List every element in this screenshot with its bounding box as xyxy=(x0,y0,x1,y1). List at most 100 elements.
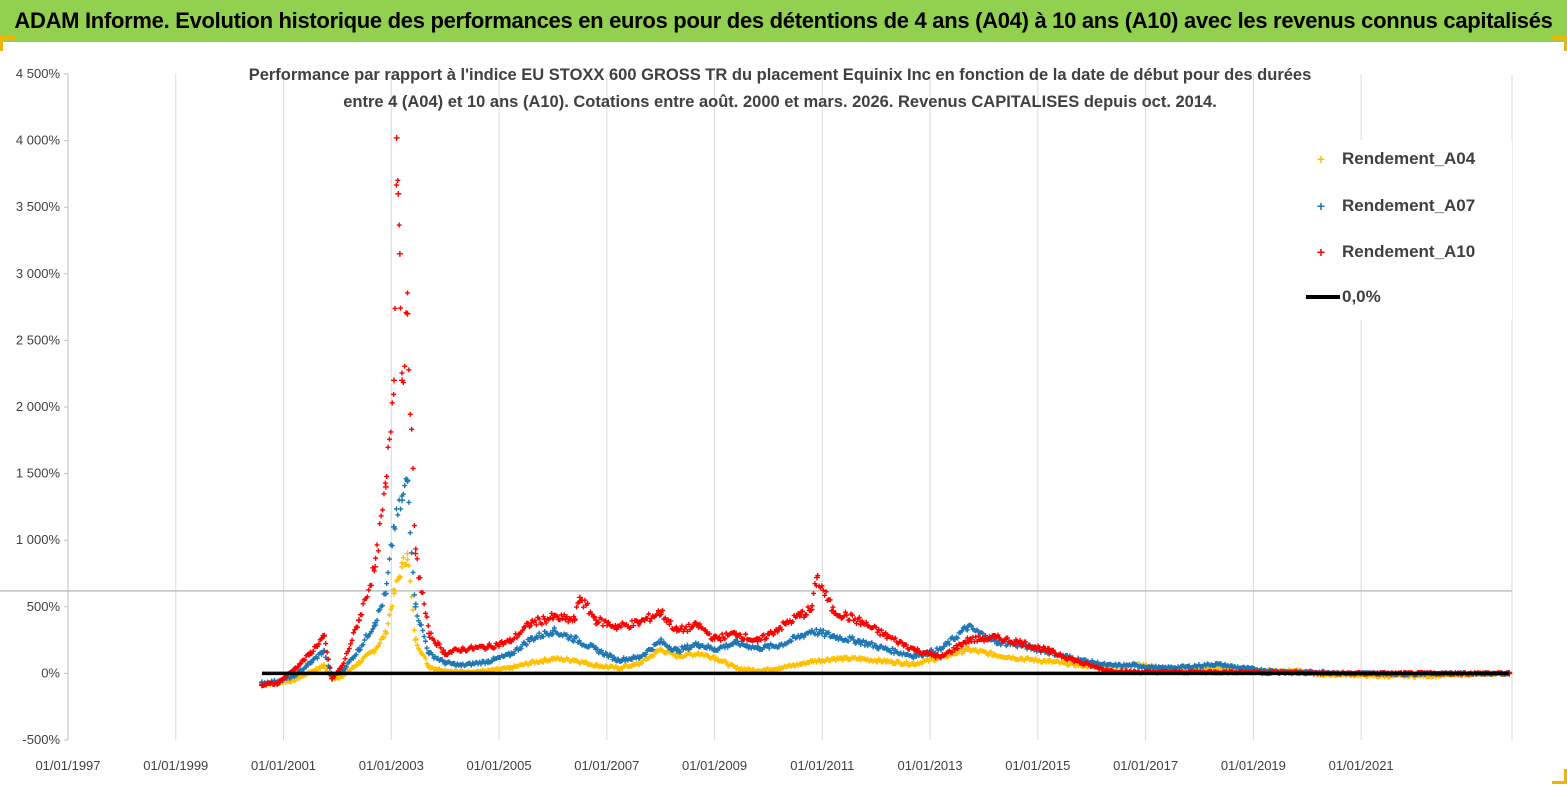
y-tick-label: -500% xyxy=(22,732,60,747)
legend-label-a07: Rendement_A07 xyxy=(1342,196,1476,215)
frame-corner-top-left xyxy=(0,36,15,51)
data-point xyxy=(549,655,556,662)
data-point xyxy=(883,633,890,640)
data-point xyxy=(964,637,971,644)
performance-chart: 01/01/1997 01/01/1999 01/01/2001 01/01/2003… xyxy=(0,66,1513,773)
data-point xyxy=(404,310,411,317)
data-point xyxy=(528,635,535,642)
data-point xyxy=(711,646,718,653)
data-point xyxy=(390,377,397,384)
data-point xyxy=(372,646,379,653)
data-point xyxy=(576,594,583,601)
legend-item-a04: + Rendement_A04 xyxy=(1306,146,1475,172)
legend-line-zero xyxy=(1306,295,1340,299)
data-point xyxy=(776,642,783,649)
frame-corner-bottom-right xyxy=(1552,769,1567,784)
data-point xyxy=(614,657,621,664)
x-tick-label: 01/01/2007 xyxy=(574,758,639,773)
x-tick-label: 01/01/2003 xyxy=(359,758,424,773)
y-tick-label: 2 000% xyxy=(16,399,61,414)
y-tick-label: 500% xyxy=(27,599,61,614)
data-point xyxy=(673,627,680,634)
y-tick-label: 3 000% xyxy=(16,266,61,281)
x-tick-label: 01/01/1997 xyxy=(35,758,100,773)
report-banner: ADAM Informe. Evolution historique des p… xyxy=(0,0,1567,42)
data-point xyxy=(673,653,680,660)
data-point xyxy=(593,617,600,624)
data-point xyxy=(776,625,783,632)
data-point xyxy=(426,650,432,657)
data-point xyxy=(291,666,298,673)
data-point xyxy=(355,646,362,653)
chart-legend: + Rendement_A04 + Rendement_A07 + Rendem… xyxy=(1290,140,1512,320)
data-point xyxy=(1045,658,1052,665)
data-point xyxy=(857,618,864,625)
data-point xyxy=(733,630,740,637)
data-point xyxy=(399,497,406,504)
data-point xyxy=(614,623,621,630)
legend-marker-a10: + xyxy=(1316,244,1326,260)
data-point xyxy=(593,662,600,669)
x-tick-label: 01/01/2013 xyxy=(898,758,963,773)
data-point xyxy=(991,651,998,658)
data-point xyxy=(636,619,643,626)
data-point xyxy=(991,634,998,641)
data-point xyxy=(390,590,397,597)
data-point xyxy=(1104,662,1111,669)
y-tick-label: 4 500% xyxy=(16,66,61,81)
data-point xyxy=(797,611,804,618)
data-point xyxy=(320,662,327,669)
data-point xyxy=(549,627,556,634)
data-point xyxy=(830,633,837,640)
x-tick-label: 01/01/2011 xyxy=(790,758,854,773)
data-point xyxy=(426,630,432,637)
data-point xyxy=(1045,647,1052,654)
data-point xyxy=(404,477,411,484)
data-point xyxy=(355,659,362,666)
data-point xyxy=(657,638,664,645)
data-point xyxy=(412,550,419,557)
data-point xyxy=(399,563,406,570)
data-point xyxy=(396,250,403,257)
data-point xyxy=(1018,655,1025,662)
data-point xyxy=(797,661,804,668)
data-point xyxy=(657,609,664,616)
data-point xyxy=(1018,639,1025,646)
data-point xyxy=(458,662,465,669)
data-point xyxy=(964,646,971,653)
legend-label-zero: 0,0% xyxy=(1342,287,1381,306)
data-point xyxy=(549,614,556,621)
data-point xyxy=(355,617,362,624)
data-point xyxy=(320,647,327,654)
y-tick-label: 4 000% xyxy=(16,133,61,148)
legend-item-zero-line: 0,0% xyxy=(1306,284,1381,310)
data-point xyxy=(390,523,397,530)
data-point xyxy=(412,637,419,644)
data-point xyxy=(695,650,702,657)
data-point xyxy=(695,641,702,648)
data-point xyxy=(275,679,282,686)
data-point xyxy=(506,638,513,645)
data-point xyxy=(910,653,917,660)
data-point xyxy=(528,619,535,626)
data-point xyxy=(797,633,804,640)
data-point xyxy=(830,655,837,662)
data-point xyxy=(382,590,389,597)
y-tick-label: 2 500% xyxy=(16,332,61,347)
legend-item-a10: + Rendement_A10 xyxy=(1306,239,1475,265)
data-point xyxy=(636,654,643,661)
data-point xyxy=(808,606,815,613)
data-point xyxy=(426,663,432,670)
data-point xyxy=(506,665,513,672)
data-point xyxy=(404,550,411,557)
x-tick-label: 01/01/2015 xyxy=(1005,758,1070,773)
data-point xyxy=(733,665,740,672)
plot-area xyxy=(68,74,1512,740)
data-point xyxy=(695,622,702,629)
legend-item-a07: + Rendement_A07 xyxy=(1306,193,1475,219)
data-point xyxy=(412,603,419,610)
data-point xyxy=(382,630,389,637)
x-tick-label: 01/01/1999 xyxy=(143,758,208,773)
data-point xyxy=(937,654,944,661)
data-point xyxy=(593,646,600,653)
